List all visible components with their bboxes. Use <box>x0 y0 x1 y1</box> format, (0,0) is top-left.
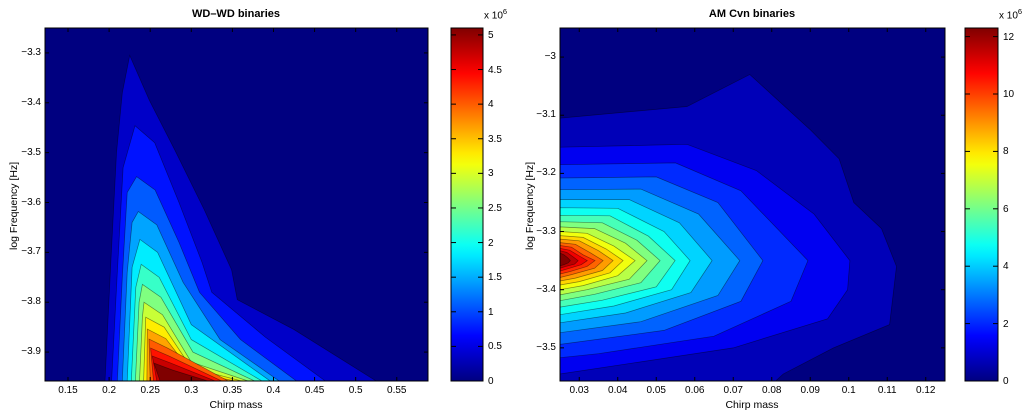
left-x-tick-label: 0.4 <box>266 385 281 396</box>
left-x-tick-label: 0.2 <box>102 385 117 396</box>
left-colorbar <box>451 28 483 381</box>
right-plot-title: AM Cvn binaries <box>708 8 796 20</box>
left-y-tick-label: −3.3 <box>21 46 41 58</box>
right-colorbar-tick-label: 10 <box>1003 89 1015 100</box>
right-colorbar-tick-label: 8 <box>1003 146 1009 158</box>
right-x-tick-label: 0.07 <box>723 385 743 396</box>
left-x-tick-label: 0.45 <box>304 385 325 396</box>
right-x-tick-label: 0.04 <box>608 385 628 396</box>
left-colorbar-tick-label: 1.5 <box>488 272 502 284</box>
left-y-tick-label: −3.8 <box>21 296 41 308</box>
left-y-tick-label: −3.5 <box>21 146 41 158</box>
right-x-tick-label: 0.12 <box>916 385 936 396</box>
left-y-tick-label: −3.9 <box>21 346 41 358</box>
left-colorbar-tick-label: 4.5 <box>488 64 502 76</box>
left-contour-bands <box>104 54 377 381</box>
left-colorbar-exponent-mantissa: x 10 <box>484 10 503 22</box>
left-colorbar-tick-label: 1 <box>488 306 494 318</box>
right-colorbar-tick-label: 4 <box>1003 261 1009 273</box>
right-colorbar-frame <box>964 27 999 382</box>
left-colorbar-frame <box>450 27 484 382</box>
right-x-tick-label: 0.03 <box>569 385 589 396</box>
right-colorbar-tick-label: 2 <box>1003 318 1009 330</box>
right-colorbar-exponent-power: 6 <box>1017 7 1023 16</box>
left-y-tick-label: −3.4 <box>21 96 41 108</box>
left-colorbar-tick-label: 5 <box>488 29 494 41</box>
right-x-tick-label: 0.06 <box>685 385 705 396</box>
left-x-tick-label: 0.25 <box>140 385 160 396</box>
left-colorbar-exponent-power: 6 <box>502 7 508 16</box>
right-colorbar-tick-label: 6 <box>1003 203 1009 215</box>
right-x-tick-label: 0.09 <box>800 385 820 396</box>
left-y-tick-label: −3.6 <box>21 196 41 208</box>
right-axes-box <box>559 27 946 382</box>
left-colorbar-tick-label: 0.5 <box>488 341 502 353</box>
right-x-tick-label: 0.11 <box>877 385 897 396</box>
left-colorbar-tick-label: 0 <box>488 376 494 387</box>
right-colorbar <box>965 28 998 381</box>
left-x-tick-label: 0.35 <box>222 385 243 396</box>
right-x-tick-label: 0.05 <box>646 385 666 396</box>
right-x-tick-label: 0.08 <box>762 385 782 396</box>
right-y-tick-label: −3.5 <box>536 341 556 353</box>
left-colorbar-tick-label: 2.5 <box>488 202 502 214</box>
left-x-tick-label: 0.15 <box>58 385 78 396</box>
left-x-tick-label: 0.3 <box>184 385 199 396</box>
left-x-axis-label: Chirp mass <box>209 399 263 411</box>
right-contour-band <box>560 252 571 267</box>
left-colorbar-tick-label: 3 <box>488 168 494 180</box>
right-colorbar-exponent: x 106 <box>999 6 1022 22</box>
right-y-tick-label: −3.2 <box>536 167 556 179</box>
right-colorbar-exponent-mantissa: x 10 <box>999 10 1018 22</box>
left-colorbar-tick-label: 2 <box>488 237 494 249</box>
right-contour-bands <box>560 74 897 381</box>
right-y-tick-label: −3.1 <box>536 109 556 121</box>
right-y-tick-label: −3.4 <box>536 283 556 295</box>
right-colorbar-tick-label: 0 <box>1003 376 1009 387</box>
left-plot-title: WD–WD binaries <box>191 8 281 20</box>
left-contour-band <box>153 362 208 381</box>
left-axes-box <box>44 27 429 382</box>
right-x-axis-label: Chirp mass <box>725 399 779 411</box>
right-y-tick-label: −3.3 <box>536 225 556 237</box>
left-x-tick-label: 0.5 <box>348 385 363 396</box>
right-colorbar-tick-label: 12 <box>1003 31 1015 43</box>
right-x-tick-label: 0.1 <box>841 385 856 396</box>
right-y-tick-label: −3 <box>544 51 556 63</box>
left-colorbar-tick-label: 4 <box>488 99 494 111</box>
left-colorbar-tick-label: 3.5 <box>488 133 502 145</box>
left-y-tick-label: −3.7 <box>21 246 41 258</box>
left-x-tick-label: 0.55 <box>387 385 407 396</box>
left-colorbar-exponent: x 106 <box>484 6 507 22</box>
